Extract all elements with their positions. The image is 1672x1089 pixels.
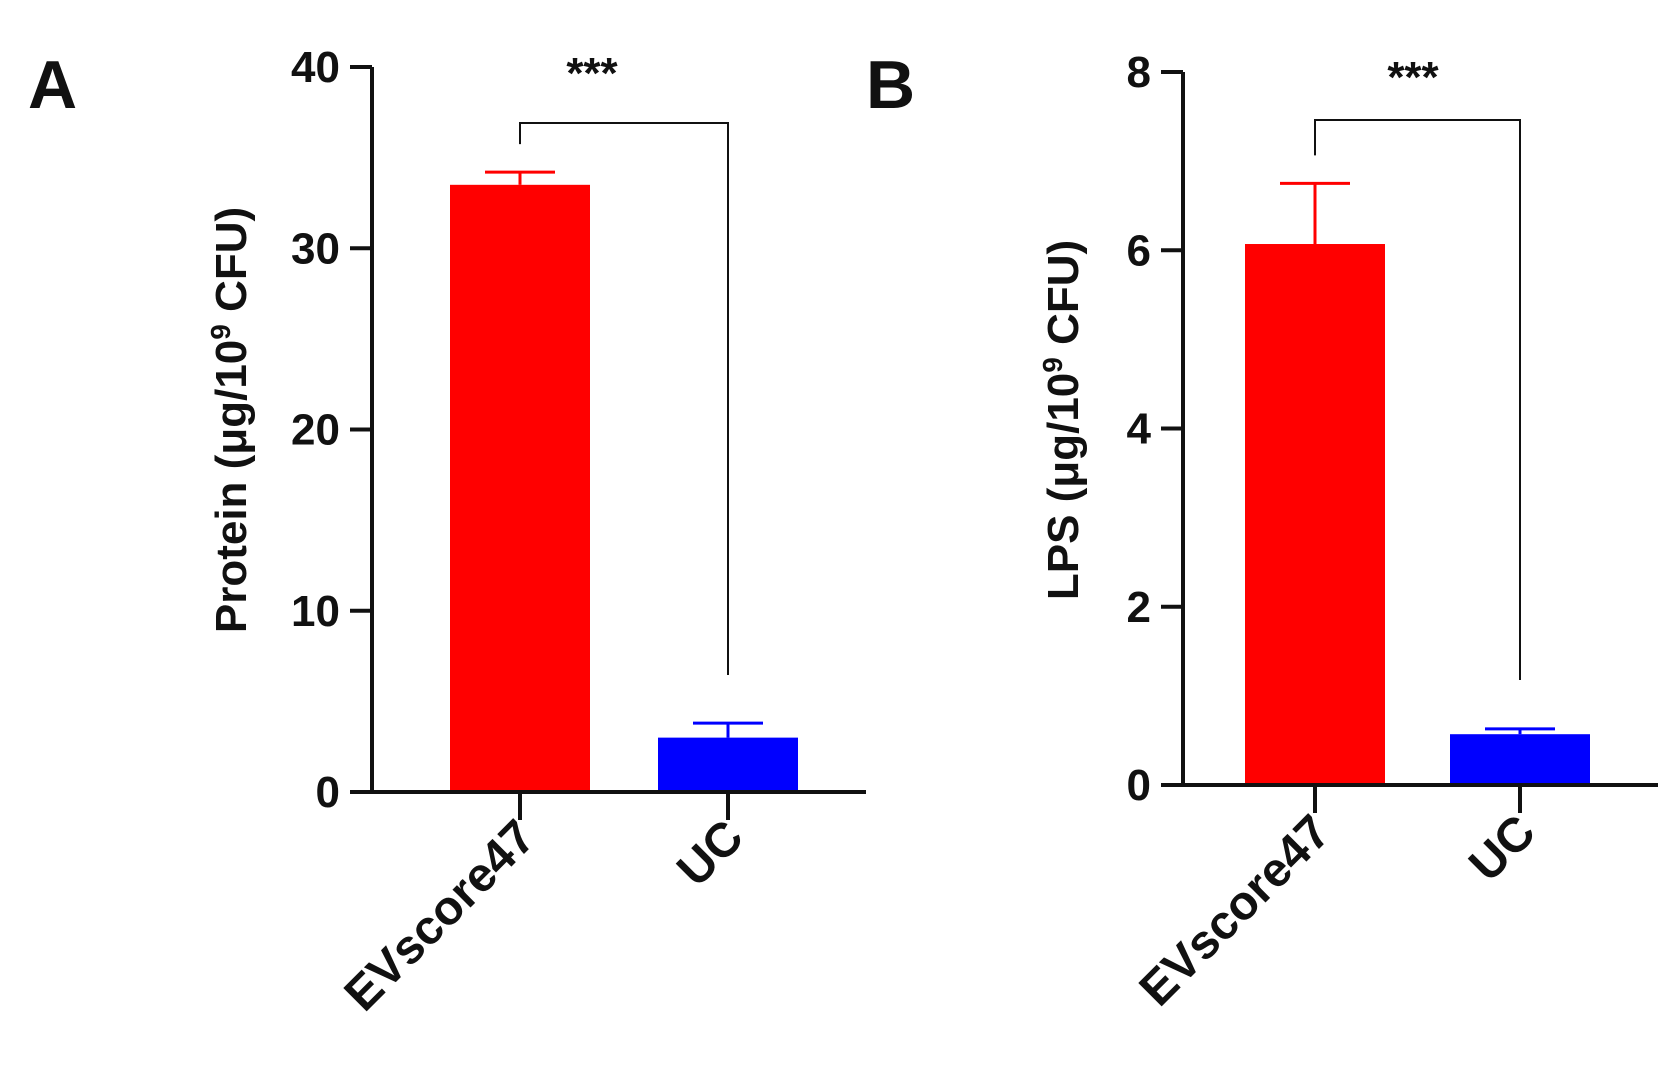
panel-b: B LPS (μg/109 CFU) EVscore47 UC 0 2 4 6 8 *** — [866, 47, 1658, 1016]
y-tick-label-b-4: 8 — [1127, 48, 1151, 97]
x-tick-label-a-1: UC — [667, 810, 753, 896]
bar-a-1 — [658, 737, 798, 792]
significance-bracket-a — [519, 122, 729, 675]
bar-b-0 — [1245, 244, 1385, 786]
significance-label-b: *** — [1387, 53, 1439, 102]
y-axis-title-b: LPS (μg/109 CFU) — [1037, 240, 1088, 600]
y-tick-label-a-3: 30 — [291, 224, 340, 273]
panel-letter-b: B — [866, 47, 915, 123]
y-tick-label-b-3: 6 — [1127, 226, 1151, 275]
x-tick-label-b-0: EVscore47 — [1130, 805, 1341, 1016]
y-tick-label-a-2: 20 — [291, 406, 340, 455]
y-tick-label-b-1: 2 — [1127, 583, 1151, 632]
bar-a-0 — [450, 184, 590, 792]
significance-bracket-b — [1314, 119, 1521, 680]
bar-b-1 — [1450, 734, 1590, 785]
y-tick-label-b-0: 0 — [1127, 761, 1151, 810]
significance-label-a: *** — [566, 49, 618, 98]
panel-a: A Protein (μg/109 CFU) EVscore47 UC 0 10 20 3… — [28, 43, 866, 1021]
y-tick-label-a-0: 0 — [316, 768, 340, 817]
y-tick-label-a-4: 40 — [291, 43, 340, 92]
y-tick-label-b-2: 4 — [1127, 405, 1152, 454]
x-tick-label-b-1: UC — [1459, 805, 1545, 891]
x-tick-label-a-0: EVscore47 — [335, 810, 546, 1021]
y-axis-title-a: Protein (μg/109 CFU) — [205, 207, 256, 633]
y-tick-label-a-1: 10 — [291, 587, 340, 636]
panel-letter-a: A — [28, 47, 77, 123]
